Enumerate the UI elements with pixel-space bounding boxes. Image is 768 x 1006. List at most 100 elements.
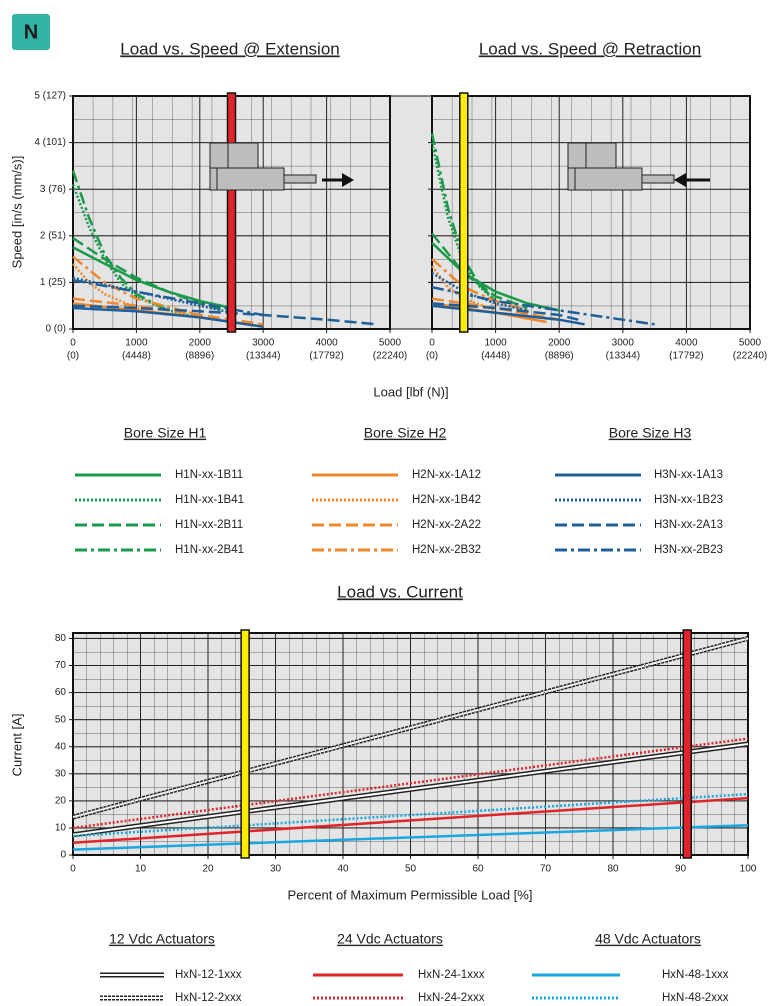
legend-title: Bore Size H1 (124, 425, 207, 441)
icon-cap (209, 142, 229, 169)
y-tick-label: 30 (55, 768, 67, 779)
icon-tube (567, 167, 643, 191)
legend-title: Bore Size H2 (364, 425, 447, 441)
legend-label: HxN-24-1xxx (418, 969, 485, 981)
legend-title: 12 Vdc Actuators (109, 931, 215, 947)
series-line (72, 262, 169, 317)
legend-label: HxN-12-2xxx (175, 992, 242, 1004)
legend-label: HxN-48-1xxx (662, 969, 729, 981)
x-tick-label: 3000 (252, 338, 275, 349)
x-tick-label: 5000 (379, 338, 402, 349)
legend-label: H3N-xx-2A13 (654, 519, 723, 531)
badge (12, 14, 50, 50)
x-tick-label: 4000 (675, 338, 698, 349)
y-axis-label: Current [A] (9, 714, 24, 777)
x-tick-label: 80 (607, 864, 619, 875)
x-tick-label: 50 (405, 864, 417, 875)
icon-foot (209, 167, 218, 191)
x-tick-label: 60 (472, 864, 484, 875)
legend-title: Bore Size H3 (609, 425, 692, 441)
x-tick-label: 100 (740, 864, 757, 875)
series-line (431, 241, 560, 312)
legend-label: H3N-xx-1B23 (654, 494, 723, 506)
legend-title: 24 Vdc Actuators (337, 931, 443, 947)
y-tick-label: 60 (55, 687, 67, 698)
legend-label: HxN-24-2xxx (418, 992, 485, 1004)
y-tick-label: 4 (101) (34, 137, 66, 148)
series-line (71, 170, 169, 312)
series-line (431, 297, 560, 321)
series-line (72, 792, 749, 838)
x-tick-label: 2000 (189, 338, 212, 349)
x-tick-sublabel: (8896) (545, 351, 574, 362)
legend-label: HxN-48-2xxx (662, 992, 729, 1004)
reference-bar (240, 629, 250, 859)
x-tick-sublabel: (13344) (246, 351, 280, 362)
reference-bar (226, 92, 237, 333)
chart-title: Load vs. Current (337, 582, 463, 601)
series-line (431, 258, 528, 312)
legend-title: 48 Vdc Actuators (595, 931, 701, 947)
x-tick-label: 10 (135, 864, 147, 875)
x-tick-label: 5000 (739, 338, 762, 349)
badge-text: N (24, 21, 38, 43)
plot-frame (431, 95, 751, 330)
x-tick-label: 0 (70, 338, 76, 349)
series-line (431, 232, 528, 310)
y-tick-label: 2 (51) (40, 230, 66, 241)
y-tick-label: 70 (55, 660, 67, 671)
series-line (72, 823, 749, 851)
x-tick-label: 0 (70, 864, 76, 875)
y-tick-label: 40 (55, 741, 67, 752)
legend-label: H2N-xx-1A12 (412, 469, 481, 481)
x-tick-label: 20 (202, 864, 214, 875)
y-tick-label: 5 (127) (34, 91, 66, 102)
icon-rod (283, 174, 317, 184)
series-line (72, 255, 201, 317)
x-tick-label: 4000 (315, 338, 338, 349)
y-tick-label: 50 (55, 714, 67, 725)
legend-label: H3N-xx-1A13 (654, 469, 723, 481)
plot-area (432, 96, 750, 329)
legend-label: H1N-xx-2B41 (175, 544, 244, 556)
series-line (72, 743, 749, 836)
y-tick-label: 80 (55, 633, 67, 644)
icon-arrowhead (674, 173, 686, 187)
x-tick-sublabel: (0) (67, 351, 79, 362)
x-tick-label: 3000 (612, 338, 635, 349)
legend-label: H3N-xx-2B23 (654, 544, 723, 556)
legend-label: H2N-xx-2A22 (412, 519, 481, 531)
y-tick-label: 3 (76) (40, 184, 66, 195)
y-tick-label: 10 (55, 823, 67, 834)
legend-label: H2N-xx-1B42 (412, 494, 481, 506)
chart-title: Load vs. Speed @ Extension (120, 39, 340, 58)
x-tick-sublabel: (13344) (606, 351, 640, 362)
x-tick-label: 0 (429, 338, 435, 349)
y-axis-label: Speed [in/s (mm/s)] (9, 156, 24, 269)
chart-title: Load vs. Speed @ Retraction (479, 39, 701, 58)
series-line (72, 796, 749, 845)
y-tick-label: 20 (55, 795, 67, 806)
legend-label: H1N-xx-1B11 (175, 469, 243, 481)
legend-label: H2N-xx-2B32 (412, 544, 481, 556)
actuator-icons (209, 142, 710, 191)
legend-label: H1N-xx-1B41 (175, 494, 244, 506)
series-line (72, 237, 232, 314)
icon-tube (209, 167, 285, 191)
icon-cap (567, 142, 587, 169)
series-line (72, 637, 749, 819)
series-line (430, 133, 497, 302)
series-line (72, 737, 749, 830)
x-tick-sublabel: (0) (426, 351, 438, 362)
x-axis-label: Percent of Maximum Permissible Load [%] (288, 887, 533, 902)
legend-label: HxN-12-1xxx (175, 969, 242, 981)
series-line (431, 302, 579, 321)
x-axis-label: Load [lbf (N)] (373, 384, 448, 399)
x-tick-sublabel: (22240) (373, 351, 407, 362)
x-tick-label: 40 (337, 864, 349, 875)
reference-bar (459, 92, 469, 333)
y-tick-label: 1 (25) (40, 277, 66, 288)
x-tick-label: 90 (675, 864, 687, 875)
x-tick-label: 2000 (548, 338, 571, 349)
x-tick-sublabel: (8896) (185, 351, 214, 362)
